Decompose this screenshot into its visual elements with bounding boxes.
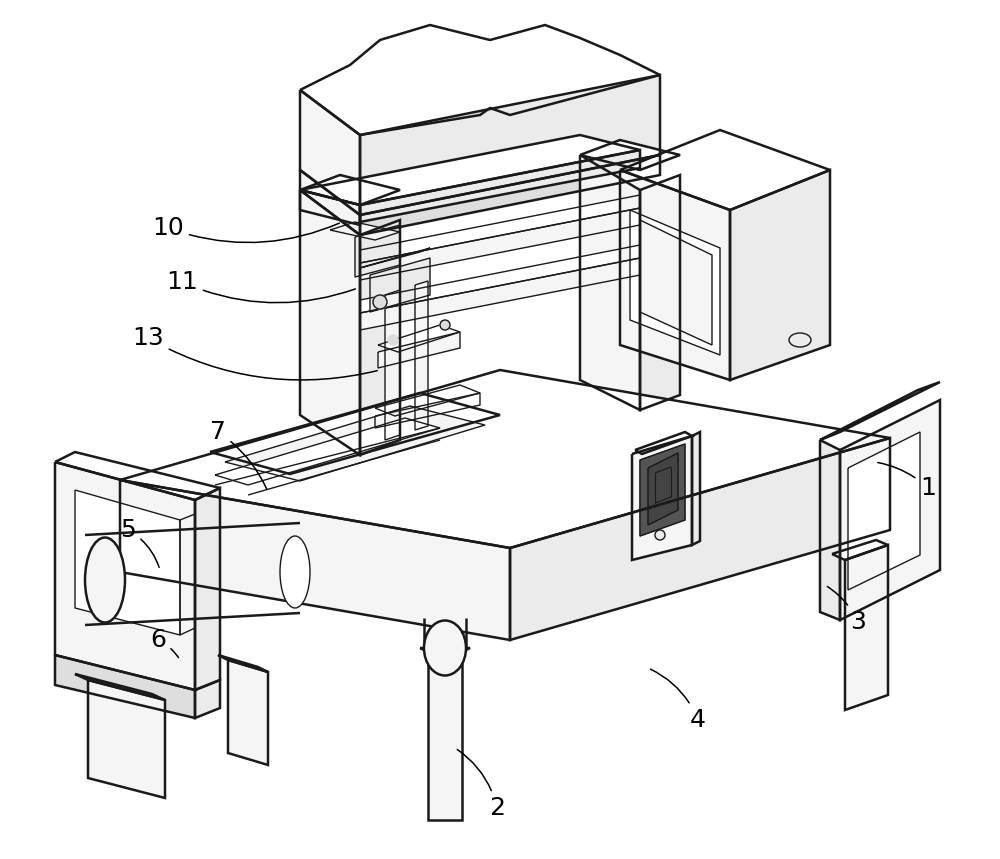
Text: 10: 10 xyxy=(152,216,339,242)
Polygon shape xyxy=(225,406,485,481)
Ellipse shape xyxy=(280,536,310,608)
Polygon shape xyxy=(55,462,195,690)
Polygon shape xyxy=(385,290,400,440)
Polygon shape xyxy=(580,140,680,170)
Polygon shape xyxy=(640,220,712,345)
Polygon shape xyxy=(820,440,840,620)
Polygon shape xyxy=(180,514,195,635)
Polygon shape xyxy=(88,680,165,798)
Polygon shape xyxy=(630,210,720,355)
Text: 3: 3 xyxy=(827,587,866,634)
Polygon shape xyxy=(510,438,890,640)
Polygon shape xyxy=(832,540,888,560)
Polygon shape xyxy=(360,75,660,215)
Polygon shape xyxy=(620,170,730,380)
Polygon shape xyxy=(848,432,920,590)
Polygon shape xyxy=(75,674,165,700)
Polygon shape xyxy=(360,208,640,280)
Polygon shape xyxy=(632,436,692,560)
Polygon shape xyxy=(195,680,220,718)
Text: 11: 11 xyxy=(166,270,355,302)
Polygon shape xyxy=(370,258,430,312)
Polygon shape xyxy=(75,490,180,635)
Polygon shape xyxy=(360,220,400,455)
Ellipse shape xyxy=(388,335,398,345)
Polygon shape xyxy=(375,385,480,416)
Polygon shape xyxy=(55,452,220,500)
Polygon shape xyxy=(692,432,700,545)
Polygon shape xyxy=(300,25,660,135)
Polygon shape xyxy=(120,480,510,640)
Polygon shape xyxy=(730,170,830,380)
Ellipse shape xyxy=(373,295,387,309)
Text: 2: 2 xyxy=(457,750,505,820)
Ellipse shape xyxy=(424,620,466,675)
Polygon shape xyxy=(428,655,462,820)
Polygon shape xyxy=(820,382,940,440)
Polygon shape xyxy=(360,150,640,222)
Polygon shape xyxy=(640,175,680,410)
Polygon shape xyxy=(640,444,685,536)
Polygon shape xyxy=(360,155,660,235)
Polygon shape xyxy=(120,370,890,548)
Ellipse shape xyxy=(85,538,125,623)
Polygon shape xyxy=(360,258,640,330)
Polygon shape xyxy=(195,488,220,690)
Polygon shape xyxy=(840,400,940,620)
Polygon shape xyxy=(378,332,460,368)
Text: 1: 1 xyxy=(878,462,936,500)
Polygon shape xyxy=(210,393,500,474)
Polygon shape xyxy=(215,418,440,485)
Polygon shape xyxy=(415,281,428,430)
Polygon shape xyxy=(300,190,360,225)
Polygon shape xyxy=(300,170,360,235)
Polygon shape xyxy=(635,432,692,454)
Polygon shape xyxy=(300,90,360,215)
Polygon shape xyxy=(300,190,360,455)
Ellipse shape xyxy=(440,320,450,330)
Polygon shape xyxy=(300,175,400,205)
Ellipse shape xyxy=(789,333,811,347)
Polygon shape xyxy=(620,130,830,210)
Polygon shape xyxy=(355,225,400,277)
Polygon shape xyxy=(360,245,640,313)
Polygon shape xyxy=(55,655,195,718)
Text: 4: 4 xyxy=(651,669,706,732)
Polygon shape xyxy=(218,655,268,672)
Ellipse shape xyxy=(655,530,665,540)
Text: 6: 6 xyxy=(150,628,179,658)
Polygon shape xyxy=(360,195,640,263)
Polygon shape xyxy=(378,325,460,352)
Polygon shape xyxy=(845,545,888,710)
Polygon shape xyxy=(580,155,640,410)
Polygon shape xyxy=(360,248,430,268)
Polygon shape xyxy=(648,453,678,525)
Text: 13: 13 xyxy=(132,326,377,380)
Text: 5: 5 xyxy=(120,518,159,567)
Polygon shape xyxy=(300,135,640,205)
Polygon shape xyxy=(375,393,480,428)
Polygon shape xyxy=(330,222,400,240)
Text: 7: 7 xyxy=(210,420,267,490)
Polygon shape xyxy=(228,660,268,765)
Polygon shape xyxy=(420,648,470,652)
